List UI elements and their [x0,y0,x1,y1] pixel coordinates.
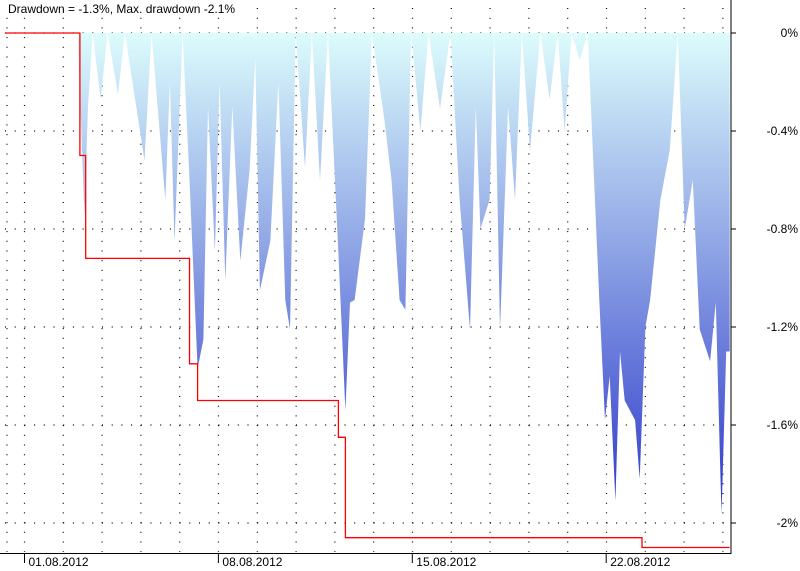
x-tick-label: 08.08.2012 [222,555,282,569]
y-tick-label: -1.2% [767,320,799,334]
y-tick-label: -0.4% [767,124,799,138]
x-tick-label: 22.08.2012 [610,555,670,569]
y-tick-label: -0.8% [767,222,799,236]
drawdown-area [4,33,730,514]
max-drawdown-line [4,32,730,549]
y-axis: 0% -0.4% -0.8% -1.2% -1.6% -2% [731,26,798,530]
y-tick-label: -2% [777,516,799,530]
x-axis: 01.08.2012 08.08.2012 15.08.2012 22.08.2012 [24,553,671,569]
y-tick-label: -1.6% [767,418,799,432]
y-tick-label: 0% [781,26,799,40]
x-tick-label: 15.08.2012 [416,555,476,569]
x-tick-label: 01.08.2012 [29,555,89,569]
chart-title: Drawdown = -1.3%, Max. drawdown -2.1% [6,2,238,16]
